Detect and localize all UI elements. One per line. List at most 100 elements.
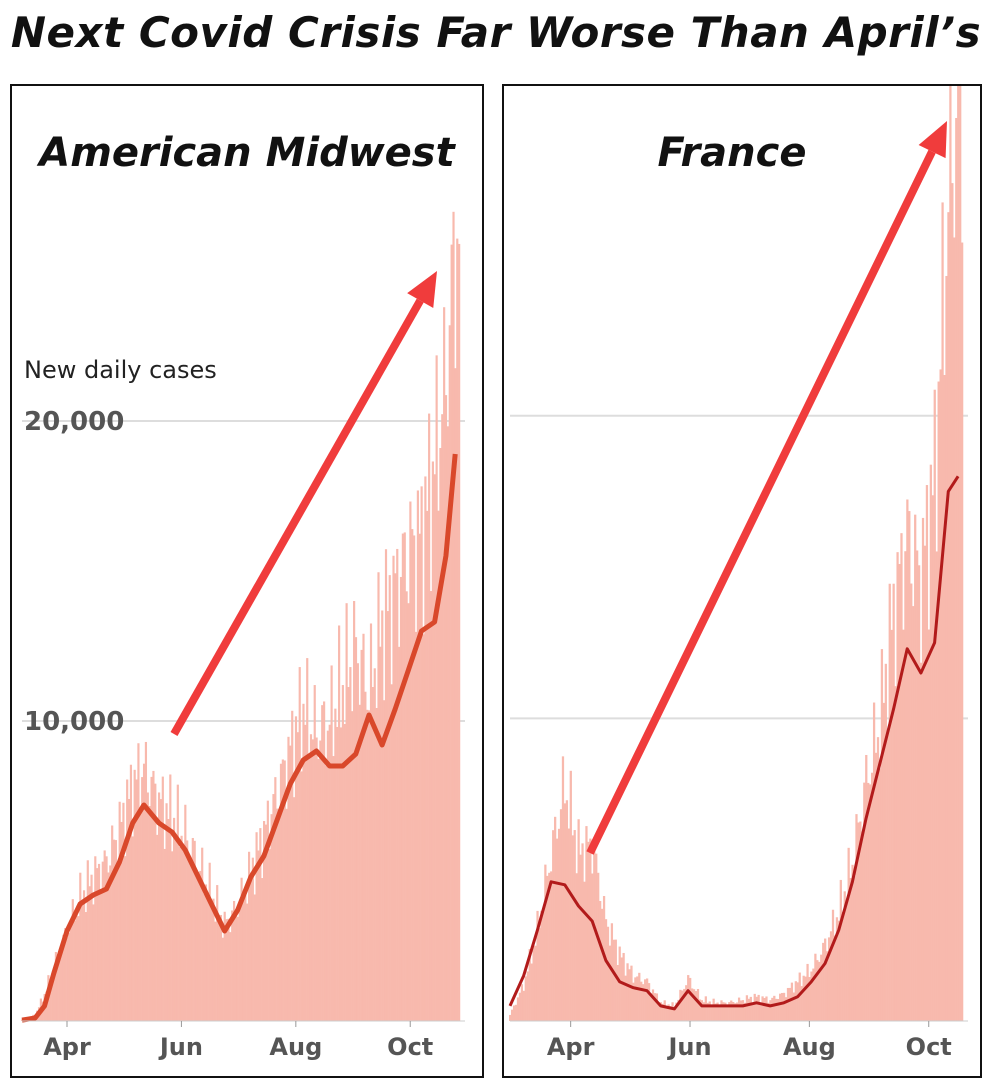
france-daily-bar <box>509 1014 512 1021</box>
france-daily-bar <box>937 381 940 1022</box>
midwest-daily-bar <box>441 414 444 1021</box>
france-daily-bar <box>653 993 657 1021</box>
midwest-daily-bar <box>58 954 61 1021</box>
france-daily-bar <box>843 891 846 1021</box>
midwest-daily-bar <box>289 745 292 1021</box>
midwest-daily-bar <box>394 573 397 1021</box>
france-daily-bar <box>651 989 655 1021</box>
midwest-daily-bar <box>420 486 423 1021</box>
france-daily-bar <box>898 564 901 1021</box>
france-daily-bar <box>888 583 891 1021</box>
france-daily-bar <box>732 1001 735 1021</box>
midwest-panel-title: American Midwest <box>36 130 456 176</box>
france-daily-bar <box>784 997 788 1021</box>
midwest-daily-bar <box>139 813 142 1021</box>
france-daily-bar <box>929 464 932 1021</box>
midwest-daily-bar <box>281 759 284 1021</box>
midwest-daily-bar <box>79 872 82 1021</box>
midwest-daily-bar <box>251 857 254 1021</box>
france-daily-bar <box>884 663 887 1021</box>
france-daily-bar <box>917 565 921 1021</box>
midwest-daily-bar <box>127 798 131 1021</box>
france-daily-bar <box>743 1002 747 1021</box>
midwest-daily-bar <box>309 734 313 1021</box>
france-daily-bar <box>661 1003 664 1021</box>
france-daily-bar <box>677 999 680 1021</box>
france-daily-bar <box>757 994 760 1021</box>
midwest-daily-bar <box>238 910 241 1021</box>
france-daily-bar <box>959 86 962 1021</box>
midwest-daily-bar <box>120 821 123 1021</box>
midwest-daily-bar <box>73 920 76 1021</box>
france-daily-bar <box>876 737 880 1021</box>
midwest-daily-bar <box>242 892 245 1021</box>
midwest-daily-bar <box>388 575 391 1021</box>
france-daily-bar <box>855 814 858 1021</box>
france-daily-bar <box>638 972 641 1021</box>
midwest-daily-bar <box>428 413 431 1022</box>
france-arrow-shaft <box>586 149 936 855</box>
midwest-daily-bar <box>214 921 217 1021</box>
france-daily-bar <box>665 1006 668 1021</box>
france-daily-bar <box>851 864 854 1021</box>
midwest-daily-bar <box>234 909 238 1021</box>
midwest-daily-bar <box>131 836 134 1021</box>
france-daily-bar <box>618 946 621 1021</box>
midwest-y-axis-label: New daily cases <box>24 356 217 384</box>
france-daily-bar <box>587 841 590 1021</box>
midwest-daily-bar <box>159 799 163 1021</box>
france-daily-bar <box>640 981 643 1021</box>
france-daily-bar <box>690 988 694 1021</box>
midwest-daily-bar <box>82 890 86 1021</box>
midwest-arrow-head <box>407 271 437 308</box>
midwest-y-tick-label-0: 10,000 <box>24 707 124 737</box>
midwest-daily-bar <box>302 703 305 1021</box>
midwest-daily-bar <box>338 625 341 1021</box>
france-daily-bar <box>544 864 547 1021</box>
midwest-daily-bar <box>88 886 91 1021</box>
france-daily-bar <box>941 202 944 1022</box>
midwest-daily-bar <box>206 899 209 1021</box>
france-daily-bar <box>788 987 792 1021</box>
midwest-daily-bar <box>324 765 328 1021</box>
midwest-daily-bar <box>49 981 52 1021</box>
midwest-daily-bar <box>60 953 63 1021</box>
france-daily-bar <box>736 1002 739 1021</box>
midwest-daily-bar <box>319 740 322 1021</box>
france-daily-bar <box>935 551 938 1021</box>
midwest-arrow-shaft <box>170 298 424 736</box>
midwest-daily-bar <box>458 243 461 1021</box>
france-daily-bar <box>833 935 837 1021</box>
midwest-daily-bar <box>272 794 275 1021</box>
midwest-daily-bar <box>246 903 249 1021</box>
france-daily-bar <box>630 965 633 1021</box>
france-daily-bar <box>906 499 909 1021</box>
france-daily-bar <box>827 937 831 1021</box>
france-daily-bar <box>538 928 541 1021</box>
midwest-daily-bar <box>407 603 410 1021</box>
midwest-daily-bar <box>216 885 219 1021</box>
midwest-daily-bar <box>379 646 382 1021</box>
midwest-daily-bar <box>323 701 326 1021</box>
france-daily-bar <box>728 1002 731 1021</box>
france-daily-bar <box>649 993 653 1021</box>
france-daily-bar <box>782 992 786 1021</box>
france-daily-bar <box>753 993 756 1021</box>
midwest-daily-bar <box>219 914 223 1021</box>
midwest-daily-bar <box>248 851 251 1021</box>
midwest-daily-bar <box>354 637 358 1021</box>
france-daily-bar <box>933 389 936 1021</box>
midwest-average-line <box>21 453 458 1023</box>
midwest-daily-bar <box>308 754 311 1021</box>
france-daily-bar <box>555 838 559 1021</box>
france-daily-bar <box>608 945 612 1021</box>
midwest-daily-bar <box>227 918 230 1021</box>
france-x-tick-label-3: Oct <box>906 1033 952 1061</box>
midwest-daily-bar <box>377 572 380 1021</box>
midwest-daily-bar <box>52 973 56 1021</box>
midwest-daily-bar <box>191 837 194 1021</box>
france-daily-bar <box>634 977 637 1021</box>
midwest-daily-bar <box>201 847 204 1021</box>
midwest-daily-bar <box>169 774 172 1021</box>
midwest-daily-bar <box>403 532 406 1021</box>
